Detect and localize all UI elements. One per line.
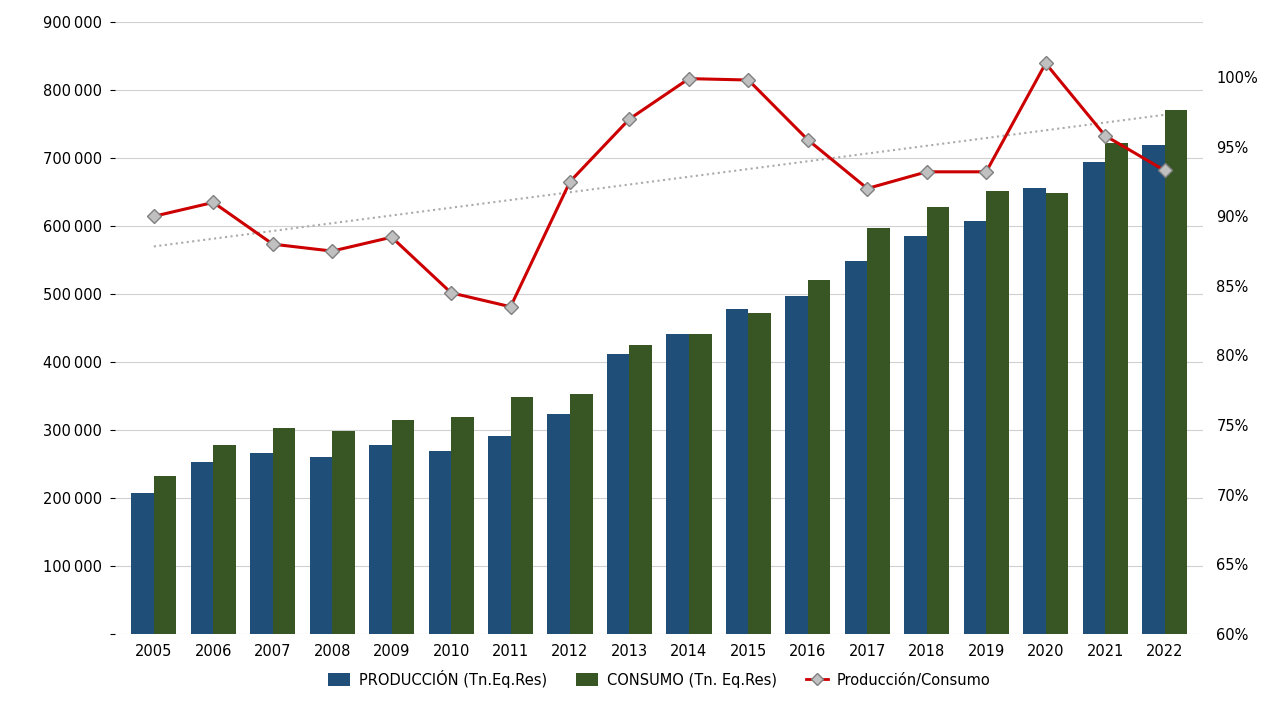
Bar (904, 236, 927, 634)
Bar (333, 431, 355, 634)
Bar (667, 334, 689, 634)
Bar (250, 454, 273, 634)
Bar (927, 207, 950, 634)
Bar (964, 221, 986, 634)
Bar (1142, 145, 1165, 634)
Bar (369, 444, 392, 634)
Bar (1105, 143, 1128, 634)
Bar (726, 309, 749, 634)
Bar (607, 354, 630, 634)
Bar (986, 191, 1009, 634)
Bar (749, 312, 771, 634)
Bar (451, 418, 474, 634)
Bar (511, 397, 534, 634)
Bar (868, 228, 890, 634)
Bar (310, 456, 333, 634)
Bar (808, 280, 831, 634)
Bar (785, 296, 808, 634)
Bar (488, 436, 511, 634)
Bar (132, 493, 154, 634)
Bar (1083, 163, 1105, 634)
Bar (273, 428, 296, 634)
Bar (1165, 110, 1187, 634)
Bar (1046, 193, 1069, 634)
Bar (570, 395, 593, 634)
Bar (548, 414, 570, 634)
Bar (191, 462, 214, 634)
Bar (689, 334, 712, 634)
Bar (1023, 188, 1046, 634)
Bar (392, 420, 415, 634)
Bar (429, 451, 451, 634)
Legend: PRODUCCIÓN (Tn.Eq.Res), CONSUMO (Tn. Eq.Res), Producción/Consumo: PRODUCCIÓN (Tn.Eq.Res), CONSUMO (Tn. Eq.… (323, 664, 996, 693)
Bar (630, 345, 652, 634)
Bar (845, 261, 868, 634)
Bar (214, 444, 236, 634)
Bar (154, 476, 177, 634)
